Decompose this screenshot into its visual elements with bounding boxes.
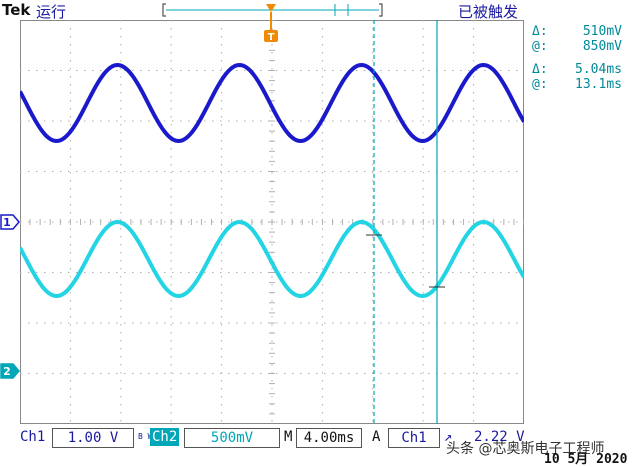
- svg-text:2: 2: [3, 365, 11, 378]
- watermark: 头条 @芯奥斯电子工程师: [446, 441, 605, 457]
- timebase-value[interactable]: 4.00ms: [296, 428, 362, 448]
- ch1-scale[interactable]: 1.00 V: [52, 428, 134, 448]
- time-at-symbol: @:: [532, 77, 548, 92]
- run-state: 运行: [36, 3, 67, 21]
- trigger-mode: A: [372, 429, 381, 445]
- time-delta-row: Δ: 5.04ms: [532, 62, 636, 77]
- ch1-label[interactable]: Ch1: [20, 429, 46, 445]
- ch2-scale[interactable]: 500mV: [184, 428, 280, 448]
- voltage-delta-row: Δ: 510mV: [532, 24, 636, 39]
- svg-text:T: T: [268, 32, 275, 42]
- trigger-slope-icon: ↗: [444, 429, 453, 445]
- graticule-grid: [20, 20, 524, 422]
- record-position-indicator[interactable]: [160, 0, 385, 20]
- timebase-label: M: [284, 429, 293, 445]
- ch1-ground-marker[interactable]: 1: [0, 214, 20, 230]
- time-delta-symbol: Δ:: [532, 62, 548, 77]
- time-at-row: @: 13.1ms: [532, 77, 636, 92]
- voltage-at-symbol: @:: [532, 39, 548, 54]
- ch2-label[interactable]: Ch2: [150, 428, 180, 446]
- voltage-at-value: 850mV: [582, 39, 622, 54]
- top-bar: Tek 运行 已被触发: [0, 0, 640, 21]
- cursor-readout-panel: Δ: 510mV @: 850mV Δ: 5.04ms @: 13.1ms: [532, 24, 636, 92]
- ground-arrow-icon: 1: [0, 214, 20, 230]
- voltage-delta-symbol: Δ:: [532, 24, 548, 39]
- ch2-ground-marker[interactable]: 2: [0, 363, 20, 379]
- trigger-source[interactable]: Ch1: [388, 428, 440, 448]
- trigger-T-icon: T: [264, 4, 278, 42]
- ground-arrow-icon: 2: [0, 363, 20, 379]
- ch1-waveform: [20, 63, 524, 143]
- trigger-status: 已被触发: [458, 3, 519, 21]
- ch2-waveform: [20, 220, 524, 298]
- trigger-level[interactable]: 2.22 V: [474, 429, 525, 445]
- date-stamp: 10 5月 2020: [544, 452, 628, 467]
- svg-text:1: 1: [3, 216, 11, 229]
- time-delta-value: 5.04ms: [575, 62, 622, 77]
- voltage-at-row: @: 850mV: [532, 39, 636, 54]
- voltage-delta-value: 510mV: [582, 24, 622, 39]
- bandwidth-limit-mark: B W: [138, 432, 153, 441]
- brand-logo: Tek: [2, 1, 31, 19]
- waveform-display[interactable]: [20, 20, 524, 424]
- time-at-value: 13.1ms: [575, 77, 622, 92]
